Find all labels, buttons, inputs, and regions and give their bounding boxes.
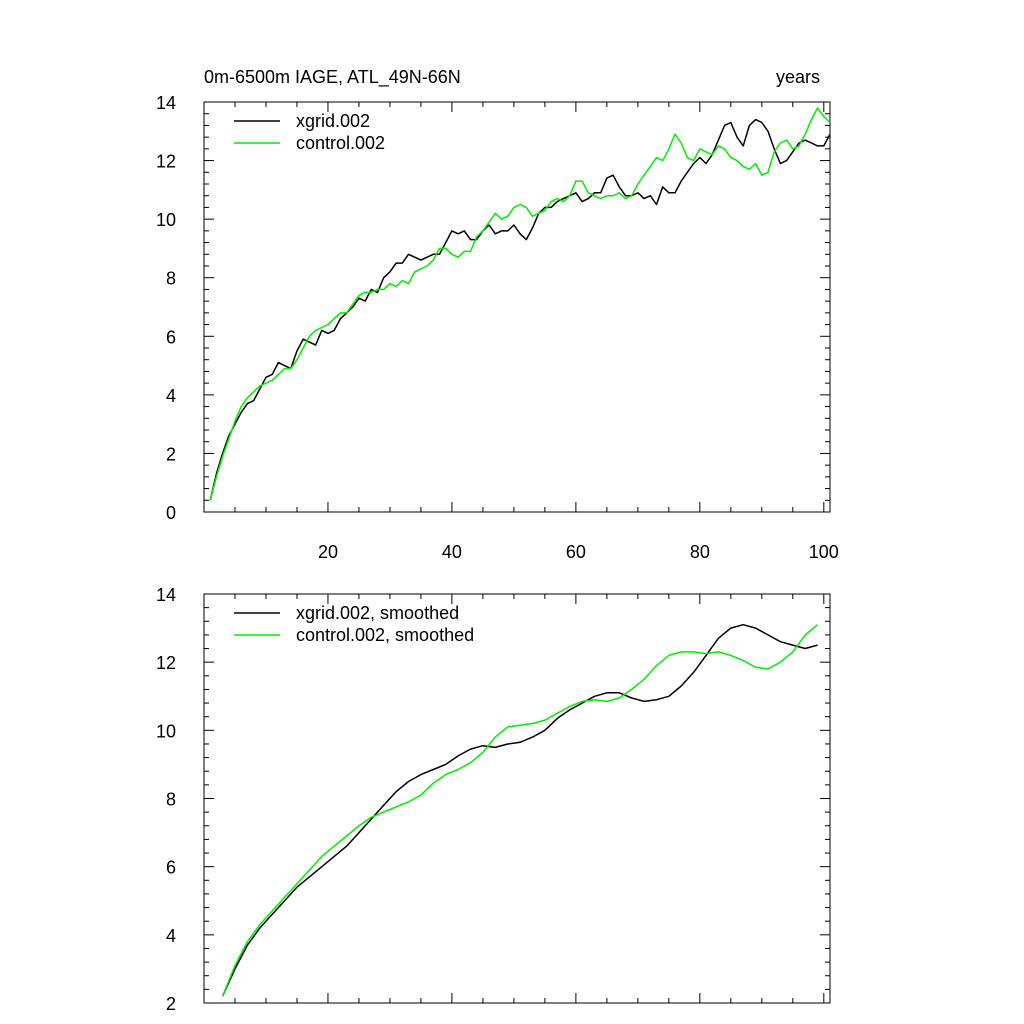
y-tick-label: 12 (156, 152, 176, 172)
series-line-1 (209, 118, 831, 501)
y-tick-label: 8 (166, 269, 176, 289)
y-tick-label: 10 (156, 721, 176, 741)
y-tick-label: 6 (166, 858, 176, 878)
series-line-2 (209, 107, 831, 501)
plot-frame (203, 101, 831, 513)
series-line-2 (221, 624, 819, 997)
y-tick-label: 12 (156, 653, 176, 673)
y-tick-label: 8 (166, 790, 176, 810)
plot-frame (203, 593, 831, 1004)
y-tick-label: 4 (166, 386, 176, 406)
x-tick-label: 60 (566, 542, 586, 562)
y-tick-label: 2 (166, 444, 176, 464)
y-tick-label: 6 (166, 327, 176, 347)
legend-label: xgrid.002 (296, 111, 370, 131)
legend-label: control.002 (296, 133, 385, 153)
legend-label: control.002, smoothed (296, 625, 474, 645)
x-tick-label: 100 (809, 542, 839, 562)
y-tick-label: 14 (156, 585, 176, 605)
y-tick-label: 0 (166, 503, 176, 523)
x-tick-label: 20 (318, 542, 338, 562)
chart-panel-1: 0m-6500m IAGE, ATL_49N-66N years 0 2 4 6 8 10 12… (156, 67, 839, 562)
y-tick-label: 14 (156, 93, 176, 113)
chart-title-right: years (776, 67, 820, 87)
y-tick-label: 2 (166, 994, 176, 1014)
legend-label: xgrid.002, smoothed (296, 603, 459, 623)
x-tick-label: 80 (690, 542, 710, 562)
y-tick-label: 10 (156, 210, 176, 230)
series-line-1 (221, 623, 818, 997)
chart-panel-2: 2 4 6 8 10 12 14 xgrid.002, smoothedcontrol.002… (156, 585, 831, 1014)
chart-title: 0m-6500m IAGE, ATL_49N-66N (204, 67, 461, 88)
x-tick-label: 40 (442, 542, 462, 562)
y-tick-label: 4 (166, 926, 176, 946)
